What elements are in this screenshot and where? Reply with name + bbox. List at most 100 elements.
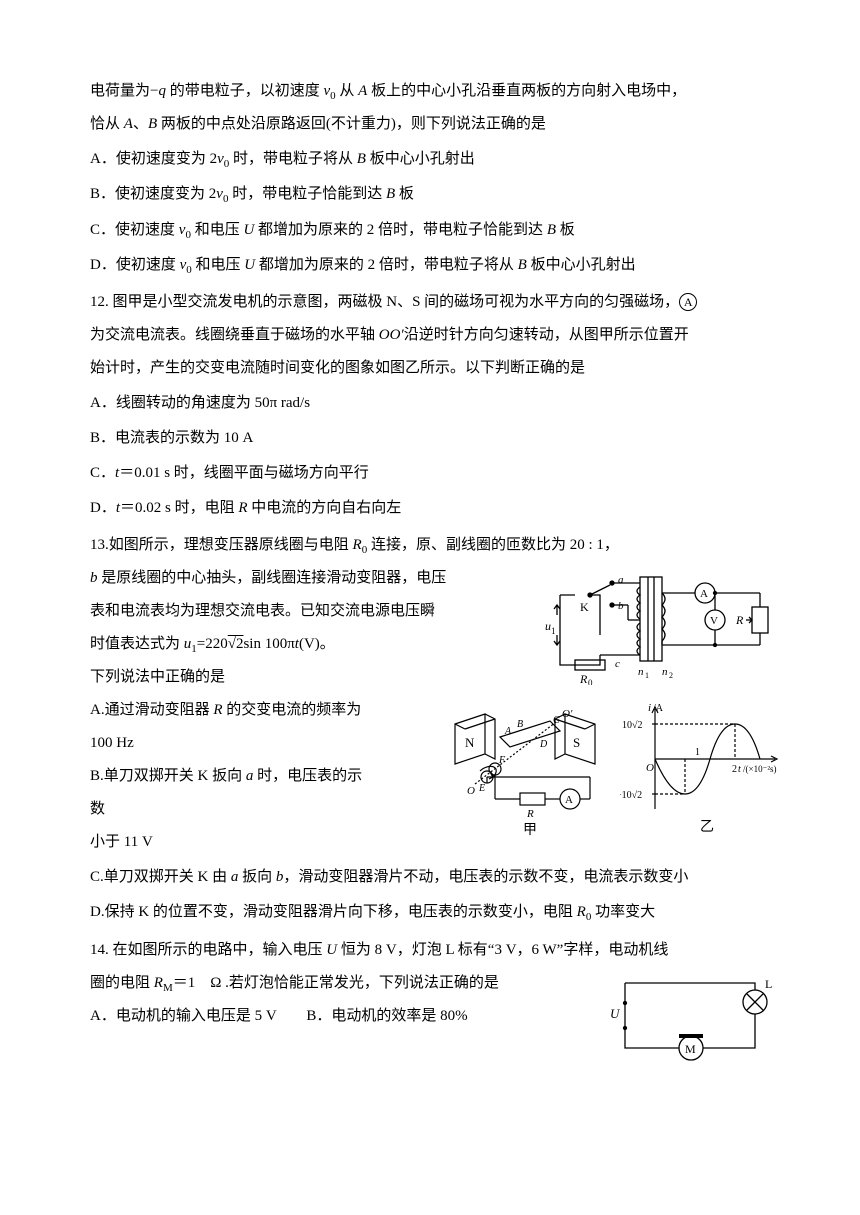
svg-text:R: R: [526, 808, 534, 820]
svg-text:/(×10⁻²s): /(×10⁻²s): [743, 764, 777, 774]
svg-text:K: K: [580, 600, 589, 614]
text: B.单刀双掷开关 K 扳向: [90, 768, 246, 784]
text: 板: [395, 186, 414, 202]
generator-figure: N S A B C D O′ O: [445, 699, 615, 839]
var-q: q: [158, 83, 166, 99]
text: 小于 11 V: [90, 834, 153, 850]
circled-A-icon: A: [679, 293, 697, 311]
svg-text:R: R: [735, 613, 744, 627]
svg-text:L: L: [765, 977, 772, 991]
text: sin 100π: [243, 636, 294, 652]
var-U: U: [244, 257, 255, 273]
svg-text:2: 2: [732, 764, 737, 775]
text: 功率变大: [595, 904, 655, 920]
text: =220: [197, 636, 228, 652]
q13-line5: 下列说法中正确的是: [90, 661, 484, 694]
text: ＝0.01 s 时，线圈平面与磁场方向平行: [119, 465, 369, 481]
svg-text:R: R: [579, 672, 588, 685]
transformer-svg-icon: u 1 R 0 K a b c: [540, 565, 780, 685]
var-A: A: [358, 83, 367, 99]
q14-line2: 圈的电阻 RM＝1 Ω .若灯泡恰能正常发光，下列说法正确的是: [90, 967, 552, 1000]
q13-optA1: A.通过滑动变阻器 R 的交变电流的频率为: [90, 694, 376, 727]
var-B: B: [386, 186, 395, 202]
var-U: U: [243, 222, 254, 238]
text: 从: [339, 83, 358, 99]
svg-text:S: S: [573, 735, 580, 750]
transformer-figure: u 1 R 0 K a b c: [540, 565, 780, 685]
svg-text:A: A: [565, 794, 573, 806]
text: 扳向: [238, 869, 276, 885]
var-RM: R: [154, 975, 163, 991]
text: 都增加为原来的 2 倍时，带电粒子恰能到达: [254, 222, 547, 238]
num: 12.: [90, 294, 113, 310]
svg-text:D: D: [539, 739, 548, 750]
svg-text:O: O: [646, 762, 654, 774]
svg-text:1: 1: [551, 626, 556, 636]
q11-optA: A．使初速度变为 2v0 时，带电粒子将从 B 板中心小孔射出: [90, 143, 770, 176]
var-B: B: [547, 222, 556, 238]
svg-text:E: E: [478, 783, 485, 794]
text: 时，带电粒子将从: [233, 151, 357, 167]
text: 恒为 8 V，灯泡 L 标有“3 V，6 W”字样，电动机线: [337, 942, 668, 958]
svg-text:F: F: [498, 755, 506, 766]
text: 100 Hz: [90, 735, 134, 751]
sub: 0: [224, 158, 230, 170]
text: 两板的中点处沿原路返回(不计重力)，则下列说法正确的是: [157, 116, 546, 132]
text: 恰从: [90, 116, 124, 132]
text: 如图所示，理想变压器原线圈与电阻: [109, 537, 353, 553]
var-R0: R: [577, 904, 586, 920]
var-b: b: [90, 570, 98, 586]
svg-text:t: t: [738, 764, 741, 775]
text: 电荷量为−: [90, 83, 158, 99]
svg-text:1: 1: [645, 671, 649, 680]
svg-text:n: n: [638, 666, 644, 678]
var-U: U: [326, 942, 337, 958]
svg-text:/A: /A: [653, 703, 664, 714]
text: 的带电粒子，以初速度: [166, 83, 324, 99]
q13-line1: 13.如图所示，理想变压器原线圈与电阻 R0 连接，原、副线圈的匝数比为 20 …: [90, 529, 770, 562]
text: B．电流表的示数为 10 A: [90, 430, 253, 446]
text: 板中心小孔射出: [366, 151, 475, 167]
q11-line2: 恰从 A、B 两板的中点处沿原路返回(不计重力)，则下列说法正确的是: [90, 108, 770, 141]
text: 始计时，产生的交变电流随时间变化的图象如图乙所示。以下判断正确的是: [90, 360, 585, 376]
text: (V)。: [299, 636, 335, 652]
text: D.保持 K 的位置不变，滑动变阻器滑片向下移，电压表的示数变小，电阻: [90, 904, 577, 920]
q11-optB: B．使初速度变为 2v0 时，带电粒子恰能到达 B 板: [90, 178, 770, 211]
sub-0: 0: [362, 544, 368, 556]
text: 的交变电流的频率为: [223, 702, 362, 718]
var-v: v: [216, 186, 223, 202]
text: A．使初速度变为 2: [90, 151, 217, 167]
q12-line3: 始计时，产生的交变电流随时间变化的图象如图乙所示。以下判断正确的是: [90, 352, 770, 385]
svg-text:U: U: [610, 1006, 621, 1021]
svg-text:N: N: [465, 735, 475, 750]
q14-block: 14. 在如图所示的电路中，输入电压 U 恒为 8 V，灯泡 L 标有“3 V，…: [90, 934, 770, 1033]
text: B．使初速度变为 2: [90, 186, 216, 202]
text: 图甲是小型交流发电机的示意图，两磁极 N、S 间的磁场可视为水平方向的匀强磁场，: [113, 294, 680, 310]
q12-line2: 为交流电流表。线圈绕垂直于磁场的水平轴 OO′沿逆时针方向匀速转动，从图甲所示位…: [90, 319, 770, 352]
circuit14-svg-icon: U L M: [605, 968, 780, 1063]
var-OO: OO′: [379, 327, 404, 343]
text: ＝0.02 s 时，电阻: [120, 500, 238, 516]
svg-text:c: c: [615, 658, 620, 670]
sub: 0: [185, 229, 191, 241]
svg-text:2: 2: [669, 671, 673, 680]
q14-optA: A．电动机的输入电压是 5 V: [90, 1008, 276, 1024]
q13-block: 13.如图所示，理想变压器原线圈与电阻 R0 连接，原、副线圈的匝数比为 20 …: [90, 529, 770, 859]
q12-line1: 12. 图甲是小型交流发电机的示意图，两磁极 N、S 间的磁场可视为水平方向的匀…: [90, 286, 770, 319]
svg-text:O: O: [467, 785, 475, 797]
sub: 0: [186, 264, 192, 276]
var-B: B: [148, 116, 157, 132]
caption-yi: 乙: [700, 819, 714, 835]
q14-optB: B．电动机的效率是 80%: [306, 1008, 467, 1024]
text: D．使初速度: [90, 257, 180, 273]
text: 时值表达式为: [90, 636, 184, 652]
text: 、: [133, 116, 148, 132]
text: 都增加为原来的 2 倍时，带电粒子将从: [255, 257, 518, 273]
sub-M: M: [163, 982, 173, 994]
q13-line4: 时值表达式为 u1=220√2sin 100πt(V)。: [90, 628, 484, 661]
q13-optD: D.保持 K 的位置不变，滑动变阻器滑片向下移，电压表的示数变小，电阻 R0 功…: [90, 896, 770, 929]
text: ＝1 Ω .若灯泡恰能正常发光，下列说法正确的是: [173, 975, 499, 991]
svg-text:10√2: 10√2: [622, 720, 643, 731]
text: A．线圈转动的角速度为 50π rad/s: [90, 395, 310, 411]
svg-text:M: M: [685, 1042, 696, 1056]
